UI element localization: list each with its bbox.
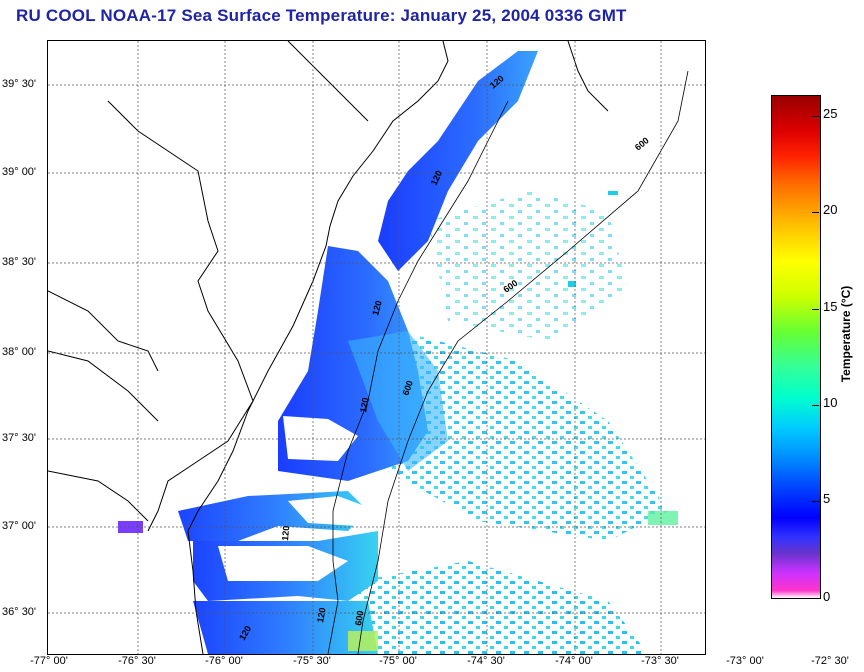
contour-label-600: 600 (400, 379, 415, 397)
lon-label: -75° 30' (293, 655, 331, 667)
contour-label-600: 600 (353, 610, 365, 627)
lon-label: -76° 00' (205, 655, 243, 667)
graticule (48, 41, 705, 654)
lon-label: -75° 00' (379, 655, 417, 667)
lon-label: -74° 30' (467, 655, 505, 667)
colorbar-tick-label: 20 (823, 202, 838, 217)
isobath-contours (327, 70, 689, 654)
colorbar-tick-label: 10 (823, 395, 838, 410)
map-title: RU COOL NOAA-17 Sea Surface Temperature:… (16, 6, 627, 25)
sst-map[interactable]: 120 120 120 120 120 120 120 600 600 600 … (47, 40, 706, 655)
offshore-speckle (348, 191, 678, 654)
colorbar-tick-label: 5 (823, 491, 831, 506)
colorbar-label: Temperature (°C) (839, 285, 853, 383)
contour-label-120: 120 (358, 397, 370, 414)
lon-label: -73° 30' (641, 655, 679, 667)
colorbar-tick-mark (812, 309, 819, 310)
cloud-gaps (218, 416, 378, 581)
lat-label: 38° 30' (2, 256, 37, 268)
lat-label: 39° 00' (2, 166, 37, 178)
colorbar-tick-mark (812, 116, 819, 117)
temperature-colorbar (771, 95, 821, 599)
lat-label: 36° 30' (2, 606, 37, 618)
lon-label: -72° 30' (811, 655, 849, 667)
contour-label-120: 120 (315, 607, 327, 624)
lat-label: 37° 30' (2, 432, 37, 444)
colorbar-tick-label: 15 (823, 299, 838, 314)
colorbar-tick-mark (812, 212, 819, 213)
colorbar-tick-label: 25 (823, 106, 838, 121)
sst-map-canvas: 120 120 120 120 120 120 120 600 600 600 … (48, 41, 705, 654)
contour-label-120: 120 (370, 299, 384, 316)
lon-label: -73° 00' (726, 655, 764, 667)
lat-label: 38° 00' (2, 346, 37, 358)
colorbar-tick-mark (812, 405, 819, 406)
lon-label: -76° 30' (118, 655, 156, 667)
lat-label: 39° 30' (2, 78, 37, 90)
lon-label: -74° 00' (555, 655, 593, 667)
contour-label-600: 600 (633, 135, 651, 152)
colorbar-tick-label: 0 (823, 589, 831, 604)
colorbar-tick-mark (812, 501, 819, 502)
contour-label-120: 120 (280, 525, 291, 541)
lat-label: 37° 00' (2, 520, 37, 532)
lon-label: -77° 00' (30, 655, 68, 667)
